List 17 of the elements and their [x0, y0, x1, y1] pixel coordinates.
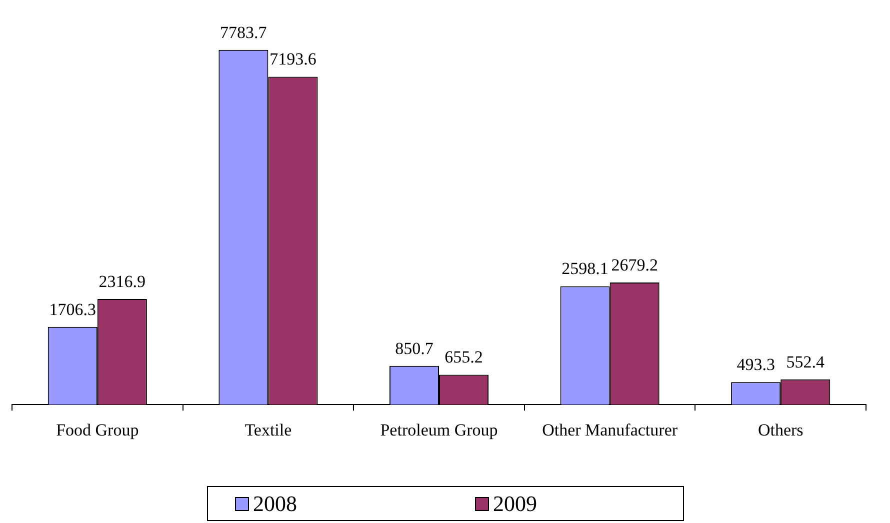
x-tick-label: Other Manufacturer [542, 420, 678, 440]
x-tick-label: Textile [244, 420, 292, 440]
data-label: 7783.7 [220, 22, 268, 42]
legend-label: 2008 [253, 490, 297, 516]
data-label: 2679.2 [611, 255, 658, 274]
data-label: 7193.6 [270, 50, 316, 69]
data-label: 1706.3 [49, 300, 96, 319]
legend-label: 2009 [493, 490, 537, 516]
data-label: 552.4 [786, 352, 825, 372]
x-tick-label: Food Group [56, 420, 139, 440]
data-label: 2598.1 [562, 259, 608, 278]
data-label: 2316.9 [98, 272, 146, 291]
x-tick-label: Others [758, 420, 804, 440]
data-label: 493.3 [736, 355, 775, 374]
data-label: 850.7 [395, 338, 434, 358]
x-tick-label: Petroleum Group [380, 420, 498, 440]
data-label: 655.2 [444, 348, 483, 367]
